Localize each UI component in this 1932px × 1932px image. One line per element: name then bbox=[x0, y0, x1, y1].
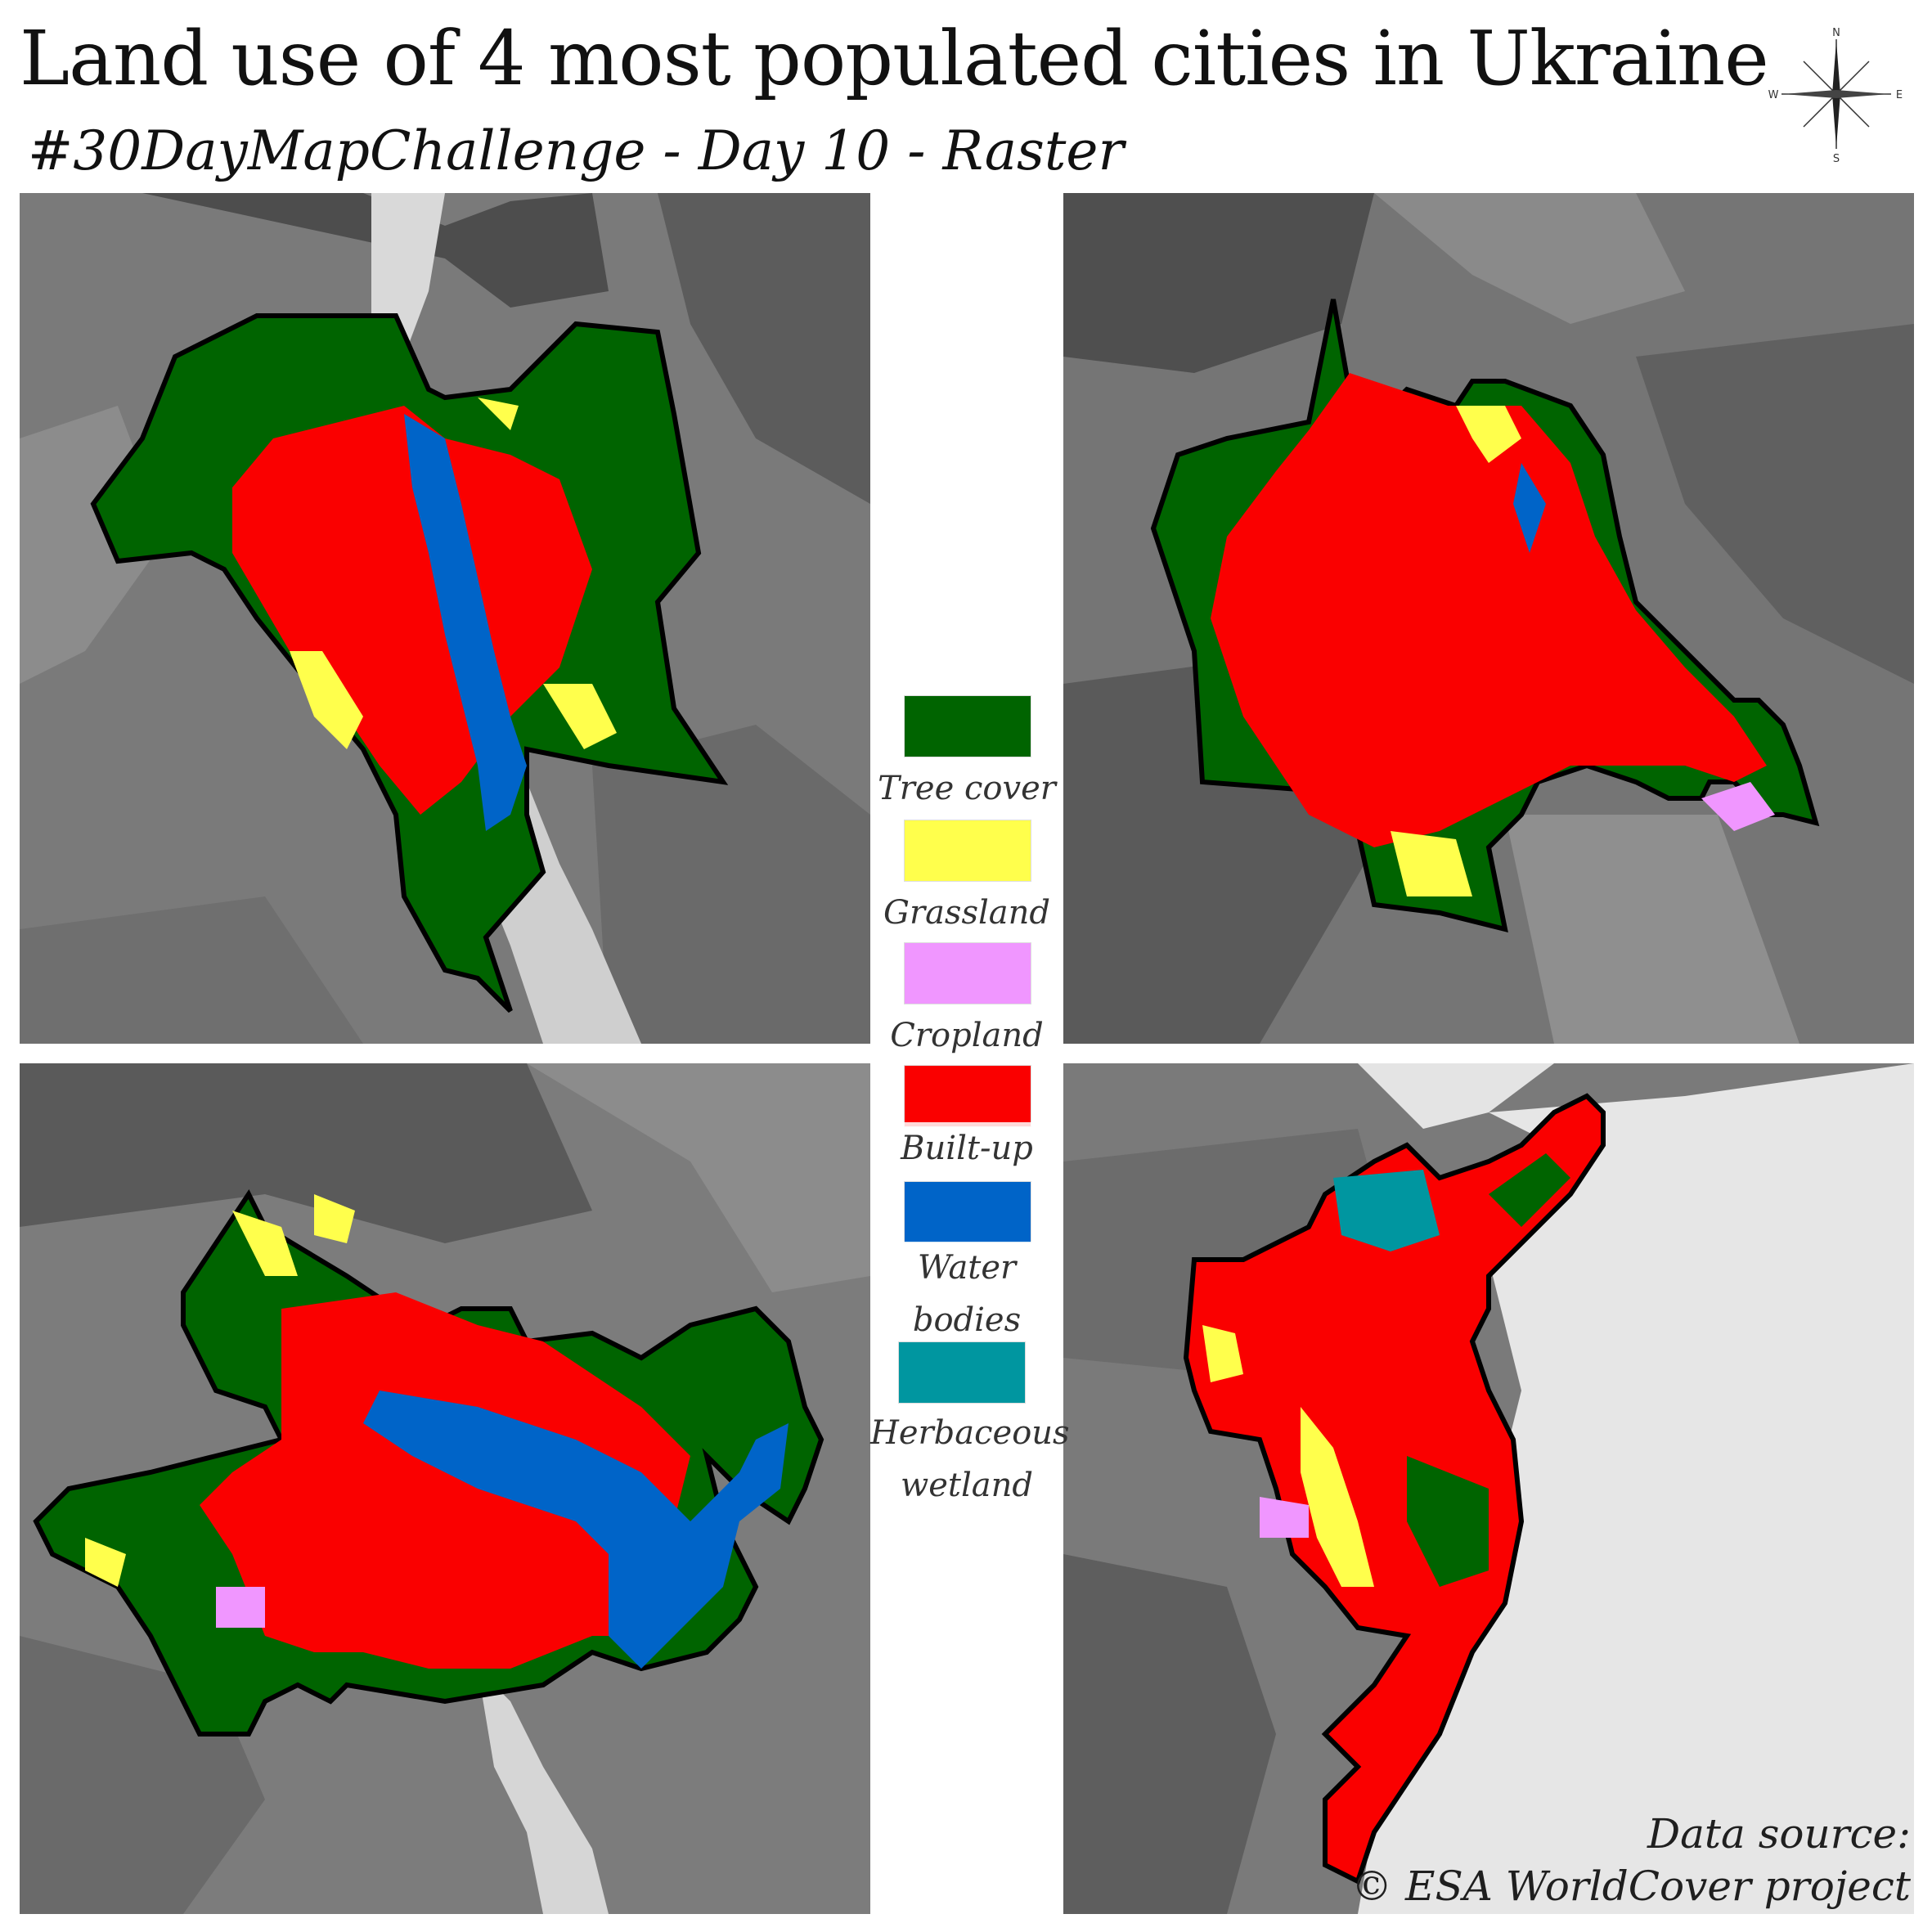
legend-label: Built-up bbox=[870, 1122, 1063, 1175]
city-map-bottom-left bbox=[20, 1063, 870, 1914]
legend-swatch bbox=[904, 820, 1031, 882]
data-source-credit: Data source: © ESA WorldCover project bbox=[1351, 1808, 1911, 1912]
compass-north-label: N bbox=[1832, 27, 1840, 39]
city-map-top-right bbox=[1063, 193, 1914, 1044]
legend-swatch bbox=[904, 1065, 1031, 1127]
city-map-bottom-right bbox=[1063, 1063, 1914, 1914]
legend-swatch bbox=[898, 1341, 1026, 1404]
city-map-top-left bbox=[20, 193, 870, 1044]
legend-label: Cropland bbox=[870, 1009, 1063, 1062]
compass-south-label: S bbox=[1833, 153, 1840, 164]
legend-label: Grassland bbox=[870, 887, 1063, 939]
legend-swatch bbox=[904, 1181, 1031, 1243]
map-subtitle: #30DayMapChallenge - Day 10 - Raster bbox=[28, 119, 1125, 182]
raster-map-top-left bbox=[20, 193, 870, 1044]
data-source-line-1: Data source: bbox=[1647, 1810, 1911, 1858]
legend-swatch bbox=[904, 942, 1031, 1004]
legend-label: Herbaceous wetland bbox=[870, 1407, 1070, 1512]
legend-label: Tree cover bbox=[870, 762, 1063, 815]
legend-label: Water bodies bbox=[870, 1242, 1063, 1346]
raster-map-bottom-right bbox=[1063, 1063, 1914, 1914]
compass-east-label: E bbox=[1896, 89, 1903, 101]
compass-west-label: W bbox=[1768, 89, 1779, 101]
data-source-line-2: © ESA WorldCover project bbox=[1351, 1862, 1911, 1910]
raster-map-top-right bbox=[1063, 193, 1914, 1044]
raster-map-bottom-left bbox=[20, 1063, 870, 1914]
compass-rose-icon: N S E W bbox=[1768, 27, 1903, 164]
map-title: Land use of 4 most populated cities in U… bbox=[20, 15, 1769, 102]
legend-swatch bbox=[904, 695, 1031, 757]
